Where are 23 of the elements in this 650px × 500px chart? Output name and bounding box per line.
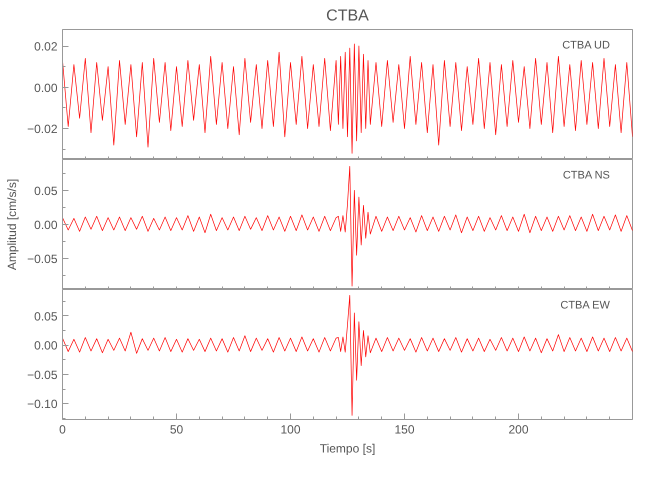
x-tick-label: 100 bbox=[280, 422, 301, 436]
y-tick-label: 0.00 bbox=[34, 218, 58, 232]
y-axis-title: Amplitud [cm/s/s] bbox=[5, 178, 20, 270]
y-tick-label: 0.05 bbox=[34, 309, 58, 324]
y-tick-label: 0.00 bbox=[34, 80, 58, 95]
annotation: CTBA NS bbox=[562, 170, 610, 182]
y-tick-label: 0.00 bbox=[34, 338, 58, 353]
y-tick-label: 0.05 bbox=[34, 184, 58, 198]
line-series bbox=[62, 166, 632, 286]
y-tick-label: −0.02 bbox=[27, 122, 58, 136]
y-tick-label: 0.02 bbox=[34, 40, 58, 54]
line-series bbox=[62, 295, 632, 416]
annotation: CTBA UD bbox=[562, 40, 610, 52]
y-tick-label: −0.05 bbox=[27, 252, 58, 266]
x-tick-label: 50 bbox=[170, 422, 184, 436]
chart-title: CTBA bbox=[326, 8, 370, 24]
x-tick-label: 0 bbox=[59, 422, 66, 436]
annotation: CTBA EW bbox=[560, 300, 611, 312]
x-tick-label: 200 bbox=[508, 422, 529, 436]
x-tick-label: 150 bbox=[394, 422, 415, 436]
x-axis-title: Tiempo [s] bbox=[320, 442, 376, 456]
y-tick-label: −0.10 bbox=[27, 397, 58, 412]
y-tick-label: −0.05 bbox=[27, 368, 58, 382]
